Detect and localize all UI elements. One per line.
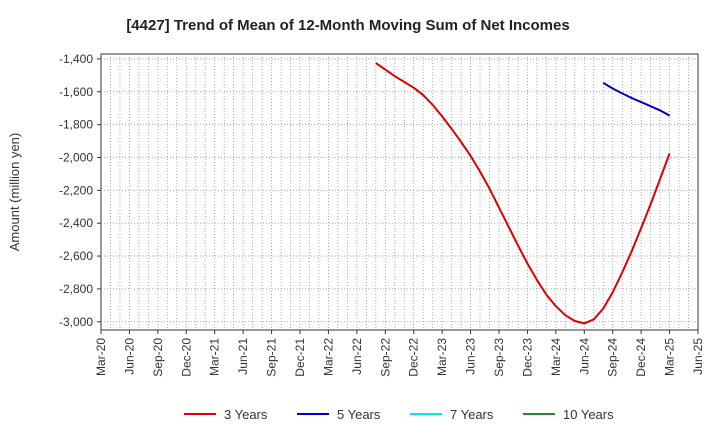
x-tick-label: Mar-20 (94, 338, 108, 376)
y-tick-label: -1,400 (59, 52, 93, 66)
x-tick-label: Mar-23 (435, 338, 449, 376)
plot-frame (100, 53, 699, 331)
x-tick-label: Dec-22 (407, 338, 421, 377)
x-tick-label: Sep-23 (492, 338, 506, 377)
x-tick-label: Dec-21 (293, 338, 307, 377)
x-tick-label: Mar-22 (321, 338, 335, 376)
x-tick-label: Jun-25 (691, 338, 705, 375)
y-tick-label: -2,400 (59, 216, 93, 230)
series-line-3-years (375, 62, 671, 325)
y-tick-label: -1,800 (59, 118, 93, 132)
x-tick-label: Jun-23 (464, 338, 478, 375)
y-tick-label: -3,000 (59, 315, 93, 329)
y-tick-label: -2,600 (59, 249, 93, 263)
legend: 3 Years 5 Years 7 Years 10 Years (184, 407, 614, 422)
y-tick-label: -2,000 (59, 151, 93, 165)
y-axis-label: Amount (million yen) (7, 133, 22, 252)
legend-label: 3 Years (224, 407, 268, 422)
x-tick-label: Sep-21 (265, 338, 279, 377)
x-tick-label: Jun-20 (122, 338, 136, 375)
x-tick-label: Sep-24 (606, 338, 620, 377)
y-tick-label: -2,200 (59, 183, 93, 197)
x-tick-label: Dec-23 (520, 338, 534, 377)
x-tick-label: Mar-21 (208, 338, 222, 376)
x-tick-label: Dec-20 (179, 338, 193, 377)
x-tick-label: Sep-20 (151, 338, 165, 377)
x-tick-label: Jun-24 (577, 338, 591, 375)
x-tick-label: Jun-21 (236, 338, 250, 375)
legend-label: 7 Years (450, 407, 494, 422)
y-tick-label: -1,600 (59, 85, 93, 99)
grid-lines (101, 54, 698, 330)
x-tick-label: Sep-22 (378, 338, 392, 377)
x-tick-label: Mar-24 (549, 338, 563, 376)
series-lines (375, 62, 671, 325)
legend-label: 10 Years (563, 407, 614, 422)
x-tick-label: Dec-24 (634, 338, 648, 377)
plot-area (100, 53, 699, 331)
series-line-5-years (602, 81, 671, 117)
x-tick-label: Jun-22 (350, 338, 364, 375)
x-axis: Mar-20 Jun-20 Sep-20 Dec-20 Mar-21 Jun-21 Sep-… (94, 330, 705, 377)
legend-label: 5 Years (337, 407, 381, 422)
chart-title: [4427] Trend of Mean of 12-Month Moving … (126, 17, 569, 34)
y-tick-label: -2,800 (59, 282, 93, 296)
x-tick-label: Mar-25 (663, 338, 677, 376)
y-axis: -1,400 -1,600 -1,800 -2,000 -2,200 -2,400 -2,6… (59, 52, 101, 329)
